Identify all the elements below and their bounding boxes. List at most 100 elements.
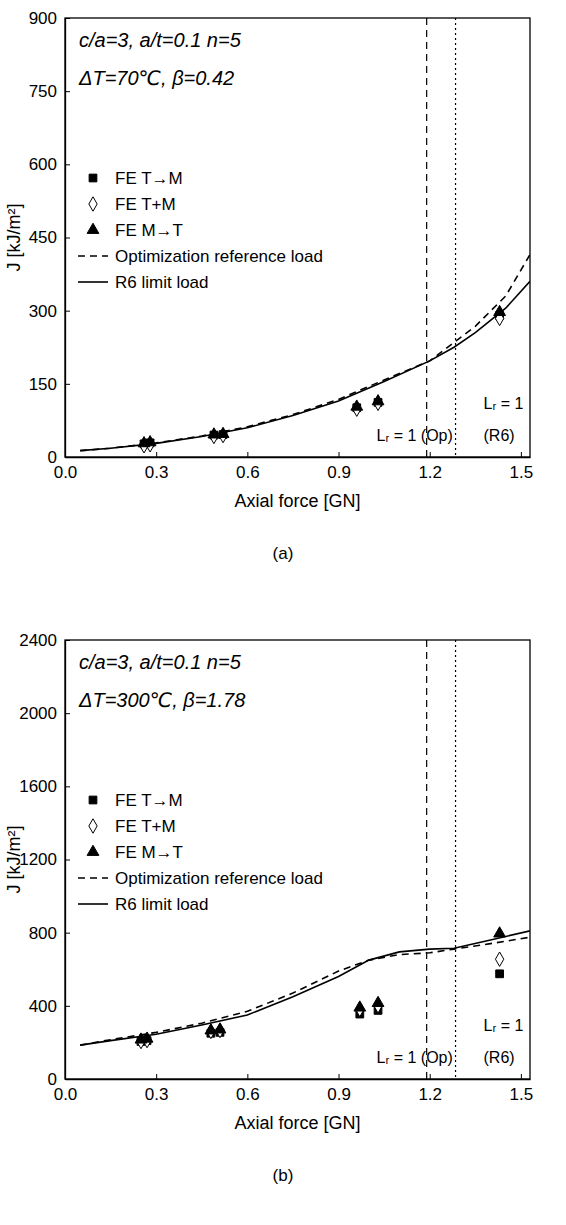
x-tick-label: 0.0: [54, 1085, 78, 1104]
y-tick-mark: [65, 457, 70, 458]
y-tick: 400: [29, 997, 70, 1016]
limit-label: Lᵣ = 1: [484, 1017, 524, 1034]
y-tick-label: 600: [29, 155, 57, 174]
y-tick: 900: [29, 9, 70, 28]
plot-frame: [65, 640, 530, 1079]
fe-point: [351, 400, 363, 410]
fe-point: [495, 952, 503, 966]
x-tick-label: 0.9: [327, 463, 351, 482]
legend: FE T→MFE T+MFE M→TOptimization reference…: [78, 791, 323, 914]
y-axis-title: J [kJ/m²]: [4, 204, 24, 272]
x-tick-mark: [339, 452, 340, 457]
y-tick-label: 1200: [19, 850, 57, 869]
x-tick-label: 0.6: [236, 1085, 260, 1104]
x-tick: 1.2: [418, 1074, 442, 1104]
legend-swatch: [78, 903, 108, 905]
x-axis-title: Axial force [GN]: [234, 491, 360, 511]
y-tick: 1200: [19, 850, 70, 869]
curve: [80, 931, 530, 1045]
x-tick-mark: [521, 1074, 522, 1079]
fe-point: [141, 1032, 153, 1042]
curve: [80, 281, 530, 450]
chart-caption: (a): [273, 544, 294, 563]
limit-line: [426, 640, 427, 1079]
y-tick: 750: [29, 82, 70, 101]
fe-point: [354, 1001, 366, 1011]
x-tick: 0.3: [145, 452, 169, 482]
y-tick-mark: [65, 384, 70, 385]
fe-point: [372, 395, 384, 405]
legend-label: FE T+M: [115, 195, 176, 214]
y-tick-label: 2000: [19, 704, 57, 723]
limit-line: [455, 18, 456, 457]
limit-label: (R6): [484, 1049, 515, 1066]
x-axis: 0.0 0.3 0.6 0.9 1.2 1.5: [54, 1074, 534, 1104]
legend-swatch: [89, 174, 97, 182]
y-tick-mark: [65, 311, 70, 312]
x-tick-label: 1.5: [510, 1085, 534, 1104]
y-tick-label: 800: [29, 924, 57, 943]
y-tick: 2400: [19, 631, 70, 650]
y-tick-label: 0: [48, 1070, 57, 1089]
x-tick: 1.2: [418, 452, 442, 482]
legend: FE T→MFE T+MFE M→TOptimization reference…: [78, 169, 323, 292]
x-tick-mark: [430, 1074, 431, 1079]
legend-label: FE M→T: [115, 843, 183, 862]
annotation: c/a=3, a/t=0.1 n=5: [79, 29, 242, 51]
chart-svg: 0.00.30.60.91.21.50150300450600750900Axi…: [0, 0, 566, 1225]
x-tick-label: 0.3: [145, 463, 169, 482]
y-tick-mark: [65, 1079, 70, 1080]
y-axis: 0150300450600750900: [29, 9, 70, 467]
x-tick-mark: [430, 452, 431, 457]
y-tick-mark: [65, 91, 70, 92]
x-tick-mark: [156, 1074, 157, 1079]
legend-label: FE M→T: [115, 221, 183, 240]
x-axis-title: Axial force [GN]: [234, 1113, 360, 1133]
y-tick-mark: [65, 640, 70, 641]
annotation: c/a=3, a/t=0.1 n=5: [79, 651, 242, 673]
legend-swatch: [89, 796, 97, 804]
y-tick-mark: [65, 860, 70, 861]
legend-label: Optimization reference load: [115, 869, 323, 888]
x-tick-label: 1.2: [418, 463, 442, 482]
plot-frame: [65, 18, 530, 457]
fe-point: [496, 970, 504, 978]
y-tick-mark: [65, 164, 70, 165]
limit-line: [455, 640, 456, 1079]
y-tick-label: 1600: [19, 777, 57, 796]
x-tick: 0.6: [236, 1074, 260, 1104]
y-tick: 1600: [19, 777, 70, 796]
legend-swatch: [89, 197, 97, 211]
y-tick-mark: [65, 1006, 70, 1007]
legend-swatch: [78, 877, 108, 879]
chart: 0.00.30.60.91.21.50150300450600750900Axi…: [4, 9, 533, 563]
limit-line: [426, 18, 427, 457]
chart-container: 0.00.30.60.91.21.50150300450600750900Axi…: [0, 0, 566, 1225]
legend-label: FE T→M: [115, 791, 183, 810]
y-tick-label: 900: [29, 9, 57, 28]
fe-point: [214, 1023, 226, 1033]
y-tick: 0: [48, 1070, 70, 1089]
x-tick: 0.9: [327, 1074, 351, 1104]
y-tick-label: 300: [29, 302, 57, 321]
y-tick-label: 400: [29, 997, 57, 1016]
x-tick-mark: [247, 1074, 248, 1079]
legend-label: Optimization reference load: [115, 247, 323, 266]
x-tick-label: 0.6: [236, 463, 260, 482]
annotation: ΔT=70℃, β=0.42: [78, 67, 234, 89]
legend-swatch: [87, 223, 99, 233]
x-tick-mark: [156, 452, 157, 457]
y-tick: 300: [29, 302, 70, 321]
x-tick: 0.3: [145, 1074, 169, 1104]
limit-label: (R6): [484, 427, 515, 444]
x-axis: 0.00.30.60.91.21.5: [54, 452, 534, 482]
x-tick: 0.6: [236, 452, 260, 482]
y-axis-title: J [kJ/m²]: [4, 826, 24, 894]
y-tick-mark: [65, 18, 70, 19]
y-tick-label: 450: [29, 228, 57, 247]
chart: 0.0 0.3 0.6 0.9 1.2 1.5 0 400 800 1200 1600 2000 240…: [4, 631, 533, 1185]
limit-label: Lᵣ = 1 (Op): [377, 427, 453, 444]
x-tick-mark: [247, 452, 248, 457]
y-axis: 0 400 800 1200 1600 2000 2400: [19, 631, 70, 1089]
x-tick-label: 0.9: [327, 1085, 351, 1104]
